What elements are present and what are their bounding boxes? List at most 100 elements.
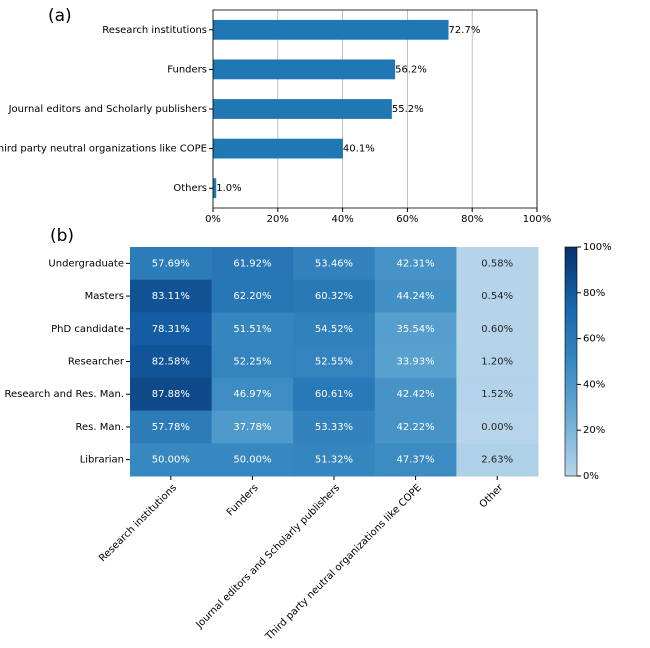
x-tick-label: 80% <box>461 214 483 225</box>
cell-label: 52.25% <box>233 357 271 368</box>
cell-label: 1.20% <box>481 357 513 368</box>
heatmap-cell <box>293 410 376 444</box>
value-label: 40.1% <box>343 144 375 155</box>
heatmap-cell <box>130 345 213 379</box>
heatmap-cell <box>293 443 376 477</box>
cell-label: 35.54% <box>397 324 435 335</box>
cell-label: 0.54% <box>481 291 513 302</box>
value-label: 56.2% <box>395 64 427 75</box>
y-tick-label: Journal editors and Scholarly publishers <box>8 104 207 115</box>
x-tick-label: 100% <box>523 214 552 225</box>
heatmap-cell <box>293 279 376 313</box>
heatmap-cell <box>456 377 539 412</box>
cell-label: 82.58% <box>152 357 190 368</box>
cell-label: 42.31% <box>397 258 435 269</box>
cell-label: 50.00% <box>233 455 271 466</box>
x-tick-label: Other <box>478 482 506 510</box>
y-tick-label: Researcher <box>68 357 125 368</box>
cell-label: 57.69% <box>152 258 190 269</box>
heatmap-cell <box>211 247 294 281</box>
bar <box>213 99 392 119</box>
cell-label: 52.55% <box>315 357 353 368</box>
x-tick-label: Research institutions <box>97 482 179 564</box>
heatmap-cell <box>211 345 294 379</box>
bar <box>213 178 217 199</box>
y-tick-label: Research and Res. Man. <box>4 389 124 400</box>
value-label: 1.0% <box>216 183 241 194</box>
cell-label: 51.51% <box>233 324 271 335</box>
bar <box>213 138 343 159</box>
y-tick-label: Third party neutral organizations like C… <box>0 144 207 155</box>
value-label: 72.7% <box>449 25 481 36</box>
colorbar-tick-label: 100% <box>583 242 612 253</box>
cell-label: 57.78% <box>152 422 190 433</box>
cell-label: 51.32% <box>315 455 353 466</box>
cell-label: 47.37% <box>397 455 435 466</box>
heatmap-cell <box>211 279 294 313</box>
heatmap-cell <box>130 377 213 412</box>
heatmap-cell <box>293 345 376 379</box>
cell-label: 60.61% <box>315 389 353 400</box>
heatmap-cell <box>130 312 213 346</box>
heatmap-cell <box>374 279 457 313</box>
panel-label: (a) <box>48 6 72 26</box>
x-tick-label: 60% <box>396 214 418 225</box>
x-tick-label: 0% <box>205 214 221 225</box>
heatmap-cell <box>374 377 457 412</box>
cell-label: 33.93% <box>397 357 435 368</box>
heatmap-cell <box>374 247 457 281</box>
colorbar-tick-label: 20% <box>583 425 605 436</box>
heatmap-cell <box>374 312 457 346</box>
heatmap-cell <box>130 410 213 444</box>
y-tick-label: Others <box>173 183 207 194</box>
x-tick-label: Journal editors and Scholarly publishers <box>193 482 342 631</box>
cell-label: 87.88% <box>152 389 190 400</box>
cell-label: 44.24% <box>397 291 435 302</box>
heatmap-cell <box>374 443 457 477</box>
cell-label: 60.32% <box>315 291 353 302</box>
cell-label: 50.00% <box>152 455 190 466</box>
heatmap-cell <box>293 377 376 412</box>
panel-label: (b) <box>50 226 74 246</box>
heatmap-cell <box>130 247 213 281</box>
y-tick-label: Undergraduate <box>48 258 124 269</box>
heatmap-cell <box>456 345 539 379</box>
cell-label: 42.22% <box>397 422 435 433</box>
value-label: 55.2% <box>392 104 424 115</box>
x-tick-label: 40% <box>331 214 353 225</box>
heatmap-cell <box>211 443 294 477</box>
cell-label: 0.60% <box>481 324 513 335</box>
cell-label: 0.00% <box>481 422 513 433</box>
cell-label: 61.92% <box>233 258 271 269</box>
cell-label: 0.58% <box>481 258 513 269</box>
x-tick-label: Third party neutral organizations like C… <box>263 482 424 643</box>
heatmap-cell <box>456 410 539 444</box>
cell-label: 53.46% <box>315 258 353 269</box>
colorbar-tick-label: 40% <box>583 379 605 390</box>
cell-label: 42.42% <box>397 389 435 400</box>
cell-label: 83.11% <box>152 291 190 302</box>
heatmap-cell <box>211 410 294 444</box>
heatmap-cell <box>130 443 213 477</box>
colorbar-tick-label: 60% <box>583 334 605 345</box>
cell-label: 1.52% <box>481 389 513 400</box>
heatmap-cell <box>293 312 376 346</box>
heatmap-cell <box>130 279 213 313</box>
cell-label: 54.52% <box>315 324 353 335</box>
colorbar <box>564 246 578 477</box>
heatmap-cell <box>456 247 539 281</box>
cell-label: 37.78% <box>233 422 271 433</box>
x-tick-label: 20% <box>267 214 289 225</box>
y-tick-label: Masters <box>85 291 124 302</box>
heatmap-cell <box>211 377 294 412</box>
bar <box>213 59 396 80</box>
cell-label: 53.33% <box>315 422 353 433</box>
x-tick-label: Funders <box>225 482 261 518</box>
heatmap-cell <box>374 345 457 379</box>
y-tick-label: Res. Man. <box>76 422 125 433</box>
y-tick-label: Research institutions <box>102 25 207 36</box>
heatmap-cell <box>456 443 539 477</box>
cell-label: 78.31% <box>152 324 190 335</box>
heatmap-cell <box>456 312 539 346</box>
